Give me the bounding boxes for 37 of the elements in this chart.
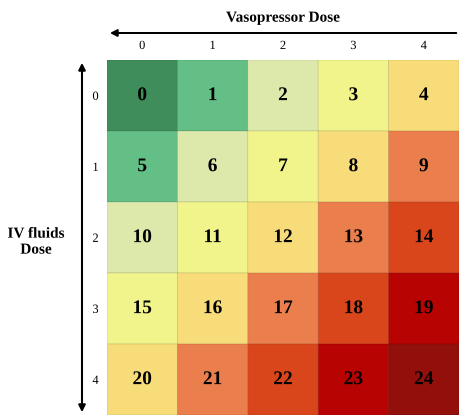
y-tick-label: 3	[93, 304, 98, 313]
x-tick-label: 2	[280, 40, 286, 50]
data-label: 1	[209, 87, 216, 100]
x-axis-title: Vasopressor Dose	[226, 12, 340, 25]
data-label: 21	[204, 371, 222, 384]
data-label: 9	[419, 158, 428, 172]
data-label: 19	[416, 300, 433, 314]
data-label: 24	[414, 371, 434, 384]
x-tick-label: 3	[350, 40, 356, 50]
data-label: 17	[274, 300, 292, 314]
x-tick-label: 1	[210, 40, 215, 50]
data-label: 16	[204, 300, 222, 314]
y-tick-label: 0	[92, 92, 98, 100]
data-label: 5	[138, 158, 146, 172]
data-label: 6	[208, 158, 217, 172]
y-tick-label: 1	[94, 162, 98, 171]
data-label: 23	[344, 371, 362, 384]
data-label: 2	[278, 87, 288, 100]
data-label: 4	[419, 87, 428, 100]
y-tick-label: 2	[92, 234, 98, 242]
data-label: 3	[349, 87, 358, 100]
x-tick-label: 0	[140, 40, 145, 50]
data-label: 15	[134, 300, 152, 314]
data-label: 22	[274, 371, 292, 384]
data-label: 0	[138, 87, 146, 100]
data-label: 20	[133, 371, 152, 384]
data-label: 10	[134, 229, 152, 242]
data-label: 11	[204, 229, 221, 242]
data-label: 8	[349, 158, 358, 172]
data-label: 14	[416, 229, 434, 242]
x-tick-label: 4	[420, 40, 427, 50]
data-label: 12	[274, 229, 292, 242]
y-axis-title: IV fluids Dose	[8, 226, 64, 254]
y-tick-label: 4	[92, 376, 98, 384]
data-label: 13	[345, 229, 362, 242]
data-label: 7	[279, 158, 288, 172]
data-label: 18	[345, 300, 362, 314]
